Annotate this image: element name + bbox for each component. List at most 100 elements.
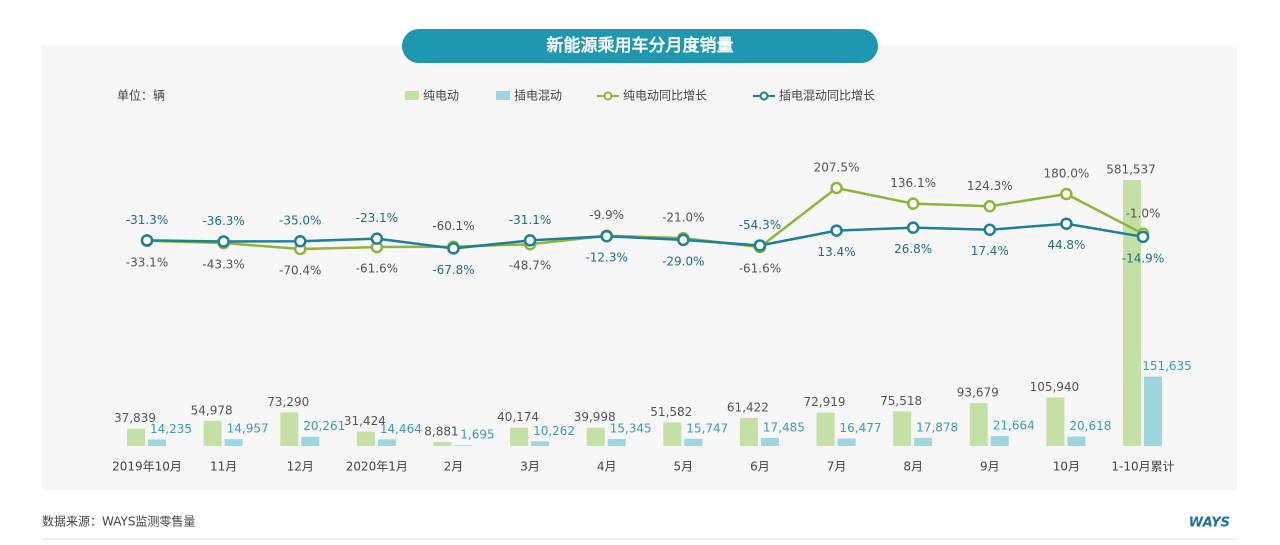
point xyxy=(983,223,997,236)
x-tick-label: 11月 xyxy=(210,460,237,474)
bar xyxy=(760,438,779,446)
bar xyxy=(433,441,452,446)
x-tick-label: 1-10月累计 xyxy=(1111,460,1174,474)
value-label: 37,839 xyxy=(114,411,156,425)
value-label: 39,998 xyxy=(574,410,616,424)
point xyxy=(677,233,690,247)
x-tick-label: 8月 xyxy=(903,460,923,474)
bar xyxy=(203,420,222,446)
x-tick-label: 2019年10月 xyxy=(112,460,182,474)
legend-label: 纯电动同比增长 xyxy=(623,89,707,103)
value-label: -48.7% xyxy=(509,259,551,273)
x-tick-label: 9月 xyxy=(980,460,1000,474)
value-label: -29.0% xyxy=(662,254,704,268)
value-label: -1.0% xyxy=(1126,206,1161,220)
value-label: 124.3% xyxy=(967,179,1013,193)
chart-title: 新能源乘用车分月度销量 xyxy=(547,35,734,56)
value-label: 72,919 xyxy=(804,395,846,409)
x-tick-label: 5月 xyxy=(673,460,693,474)
source: 数据来源：WAYS监测零售量 xyxy=(42,514,195,529)
bar xyxy=(1046,397,1065,446)
value-label: -12.3% xyxy=(585,251,627,265)
point xyxy=(1060,187,1073,201)
bar xyxy=(531,441,550,446)
value-label: 17,878 xyxy=(916,420,958,434)
value-label: 61,422 xyxy=(727,400,769,414)
bar xyxy=(816,412,835,446)
point xyxy=(830,224,843,237)
value-label: -21.0% xyxy=(662,211,704,225)
x-tick-label: 10月 xyxy=(1053,460,1080,474)
value-label: 44.8% xyxy=(1047,238,1085,252)
value-label: 16,477 xyxy=(840,421,882,435)
value-label: 151,635 xyxy=(1142,359,1192,373)
value-label: 51,582 xyxy=(650,405,692,419)
bar xyxy=(990,436,1009,446)
bar xyxy=(739,417,758,446)
legend-swatch xyxy=(496,91,510,100)
point xyxy=(1060,217,1073,230)
value-label: 15,345 xyxy=(610,421,652,435)
logo: WAYS xyxy=(1189,516,1230,531)
value-label: -31.3% xyxy=(126,213,168,227)
bar xyxy=(607,438,626,446)
value-label: 13.4% xyxy=(817,245,855,259)
value-label: 40,174 xyxy=(497,410,539,424)
bar xyxy=(1144,376,1162,446)
value-label: -54.3% xyxy=(739,218,781,232)
value-label: 136.1% xyxy=(890,176,936,190)
value-label: 93,679 xyxy=(957,386,999,400)
value-label: 54,978 xyxy=(191,403,233,417)
x-tick-label: 7月 xyxy=(827,460,847,474)
value-label: 14,235 xyxy=(150,422,192,436)
value-label: 581,537 xyxy=(1106,163,1156,177)
bar xyxy=(148,439,166,446)
value-label: -61.6% xyxy=(739,262,781,276)
value-label: 73,290 xyxy=(267,395,309,409)
bar xyxy=(663,422,682,446)
bar xyxy=(510,427,529,446)
legend-swatch xyxy=(405,91,419,100)
point xyxy=(140,234,154,247)
value-label: -35.0% xyxy=(279,214,321,228)
value-label: 75,518 xyxy=(880,394,922,408)
unit-label: 单位：辆 xyxy=(117,88,165,103)
value-label: 8,881 xyxy=(424,424,458,438)
x-tick-label: 3月 xyxy=(520,460,540,474)
value-label: 31,424 xyxy=(344,414,386,428)
value-label: 20,261 xyxy=(303,419,345,433)
value-label: 207.5% xyxy=(814,161,860,175)
point xyxy=(906,197,920,210)
x-tick-label: 12月 xyxy=(287,460,314,474)
value-label: -43.3% xyxy=(202,258,244,272)
bar xyxy=(684,438,703,446)
value-label: -67.8% xyxy=(432,263,474,277)
value-label: 17.4% xyxy=(971,244,1009,258)
bar xyxy=(1067,436,1086,446)
value-label: 20,618 xyxy=(1069,419,1111,433)
bar xyxy=(377,439,396,446)
point xyxy=(523,234,537,247)
point xyxy=(447,242,460,255)
bar xyxy=(837,438,856,446)
value-label: 180.0% xyxy=(1044,167,1090,181)
value-label: 14,464 xyxy=(380,422,422,436)
value-label: 26.8% xyxy=(894,242,932,256)
bar xyxy=(893,411,912,446)
legend-label: 纯电动 xyxy=(423,89,459,103)
x-tick-label: 6月 xyxy=(750,460,770,474)
bar xyxy=(454,445,473,446)
bar xyxy=(586,427,605,446)
value-label: 15,747 xyxy=(686,421,728,435)
x-tick-label: 4月 xyxy=(597,460,617,474)
value-label: -9.9% xyxy=(589,208,624,222)
value-label: -60.1% xyxy=(432,219,474,233)
legend-label: 插电混动同比增长 xyxy=(779,89,875,103)
panel xyxy=(42,45,1237,490)
value-label: -61.6% xyxy=(356,262,398,276)
value-label: 21,664 xyxy=(993,419,1035,433)
value-label: -70.4% xyxy=(279,264,321,278)
bar xyxy=(280,412,299,446)
legend-label: 插电混动 xyxy=(514,89,562,103)
